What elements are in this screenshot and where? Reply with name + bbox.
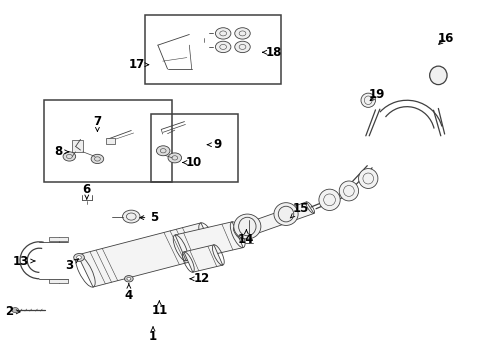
- Polygon shape: [175, 222, 242, 261]
- Ellipse shape: [127, 277, 131, 280]
- Ellipse shape: [215, 41, 230, 52]
- Text: 7: 7: [93, 115, 101, 131]
- Text: 15: 15: [289, 202, 308, 218]
- Text: 11: 11: [151, 301, 167, 317]
- Text: 16: 16: [437, 31, 453, 45]
- Ellipse shape: [318, 189, 339, 211]
- Text: 2: 2: [5, 305, 20, 318]
- Ellipse shape: [76, 256, 81, 259]
- Polygon shape: [233, 202, 313, 239]
- Bar: [49, 279, 68, 283]
- Bar: [151, 115, 237, 182]
- Bar: [44, 100, 172, 182]
- Text: 19: 19: [368, 89, 384, 101]
- Text: 18: 18: [262, 46, 282, 59]
- Bar: [49, 237, 68, 241]
- Ellipse shape: [124, 276, 133, 282]
- Text: 4: 4: [124, 284, 133, 302]
- Ellipse shape: [234, 41, 250, 52]
- Text: 12: 12: [190, 272, 209, 285]
- Text: 17: 17: [129, 58, 149, 71]
- Text: 6: 6: [82, 183, 91, 199]
- Ellipse shape: [167, 153, 181, 163]
- Ellipse shape: [91, 154, 104, 164]
- Ellipse shape: [338, 181, 358, 201]
- Text: 13: 13: [13, 255, 35, 267]
- Text: 10: 10: [182, 156, 202, 169]
- Text: 8: 8: [55, 145, 69, 158]
- Bar: [72, 140, 83, 152]
- Ellipse shape: [358, 169, 377, 188]
- Ellipse shape: [12, 308, 18, 313]
- Ellipse shape: [273, 203, 298, 225]
- Ellipse shape: [156, 146, 169, 156]
- Ellipse shape: [360, 93, 375, 107]
- Ellipse shape: [234, 28, 250, 39]
- Text: 9: 9: [207, 138, 221, 151]
- Text: 14: 14: [238, 230, 254, 246]
- Bar: [145, 15, 281, 84]
- Bar: [106, 138, 115, 144]
- Ellipse shape: [74, 253, 84, 261]
- Ellipse shape: [122, 210, 140, 223]
- Text: 1: 1: [149, 327, 157, 343]
- Polygon shape: [77, 223, 216, 287]
- Polygon shape: [183, 245, 222, 272]
- Ellipse shape: [429, 66, 446, 85]
- Ellipse shape: [215, 28, 230, 39]
- Ellipse shape: [233, 214, 260, 239]
- Text: 3: 3: [65, 259, 78, 272]
- Ellipse shape: [63, 152, 76, 161]
- Text: 5: 5: [139, 211, 158, 224]
